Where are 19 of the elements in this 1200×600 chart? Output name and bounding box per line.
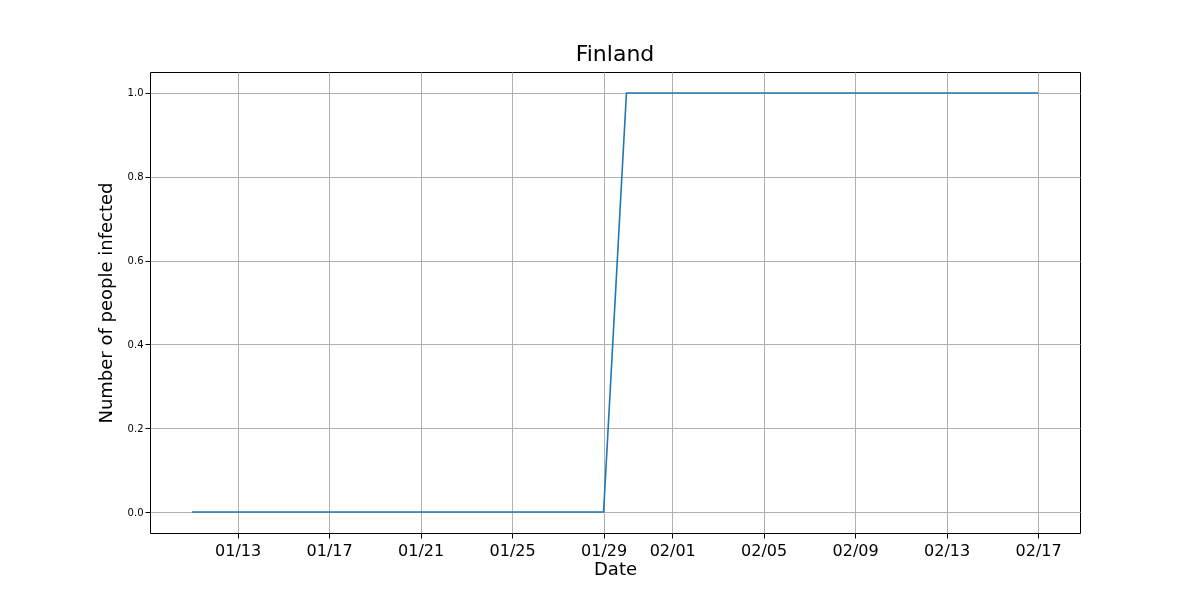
x-tick-label: 01/13 — [215, 540, 262, 560]
chart-title: Finland — [575, 41, 655, 66]
x-tick-label: 02/01 — [649, 540, 696, 560]
x-tick-label: 02/17 — [1015, 540, 1062, 560]
x-tick-label: 02/09 — [832, 540, 879, 560]
y-tick-label: 0.4 — [127, 338, 144, 350]
y-tick-label: 0.2 — [127, 422, 144, 434]
x-tick-label: 01/29 — [581, 540, 628, 560]
x-tick-label: 01/25 — [489, 540, 536, 560]
y-tick-label: 0.0 — [127, 506, 144, 518]
x-tick-label: 02/05 — [741, 540, 788, 560]
x-tick-label: 02/13 — [924, 540, 971, 560]
y-axis-title: Number of people infected — [94, 182, 116, 424]
x-tick-label: 01/17 — [306, 540, 353, 560]
x-tick-label: 01/21 — [398, 540, 445, 560]
y-tick-label: 1.0 — [127, 87, 144, 99]
x-axis-title: Date — [593, 557, 638, 579]
y-tick-label: 0.6 — [127, 255, 144, 267]
y-tick-label: 0.8 — [127, 171, 144, 183]
